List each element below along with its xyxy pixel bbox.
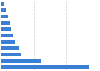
Bar <box>1 40 15 44</box>
Bar <box>1 53 21 56</box>
Bar <box>1 34 13 37</box>
Bar <box>1 59 40 63</box>
Bar <box>1 46 19 50</box>
Bar <box>1 21 10 25</box>
Bar <box>1 8 6 12</box>
Bar <box>1 15 8 18</box>
Bar <box>1 65 89 69</box>
Bar <box>1 2 4 6</box>
Bar <box>1 27 11 31</box>
